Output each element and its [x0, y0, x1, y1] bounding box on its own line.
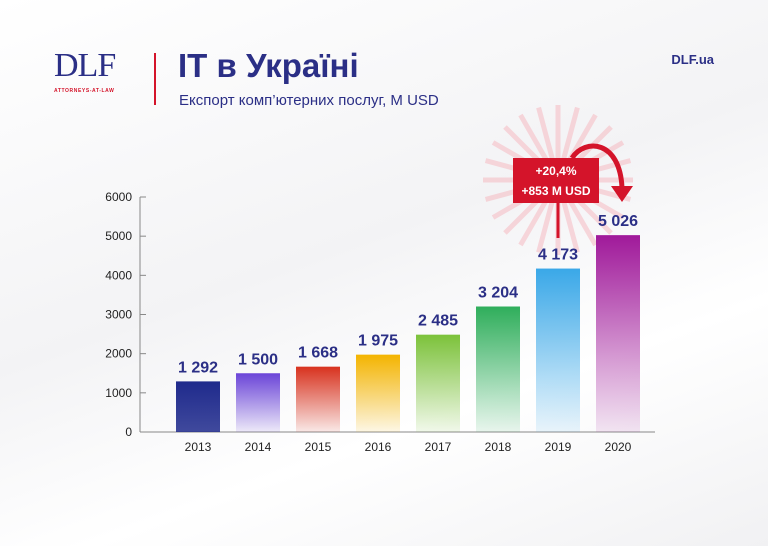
x-tick-label: 2015	[305, 440, 332, 454]
logo-subtext: ATTORNEYS-AT-LAW	[54, 88, 115, 94]
y-tick-label: 3000	[105, 308, 132, 322]
logo-mark: DLF	[54, 47, 116, 84]
y-tick-label: 4000	[105, 268, 132, 282]
growth-callout-box	[513, 158, 599, 203]
y-tick-label: 6000	[105, 190, 132, 204]
growth-amount: +853 M USD	[521, 184, 590, 198]
value-label-2013: 1 292	[178, 359, 218, 376]
page-subtitle: Експорт комп’ютерних послуг, M USD	[179, 92, 439, 109]
x-tick-label: 2020	[605, 440, 632, 454]
bar-2017	[416, 334, 460, 432]
value-label-2015: 1 668	[298, 345, 338, 362]
value-label-2017: 2 485	[418, 313, 458, 330]
y-tick-label: 1000	[105, 386, 132, 400]
x-tick-label: 2019	[545, 440, 572, 454]
value-label-2019: 4 173	[538, 247, 578, 264]
bar-2014	[236, 373, 280, 432]
value-label-2020: 5 026	[598, 213, 638, 230]
value-label-2014: 1 500	[238, 351, 278, 368]
growth-percent: +20,4%	[535, 164, 576, 178]
arrow-head-icon	[611, 186, 633, 202]
bar-2019	[536, 268, 580, 432]
bar-2015	[296, 366, 340, 432]
x-tick-label: 2013	[185, 440, 212, 454]
bar-2013	[176, 381, 220, 432]
y-tick-label: 2000	[105, 347, 132, 361]
bar-2016	[356, 354, 400, 432]
header-divider	[154, 53, 156, 105]
site-link[interactable]: DLF.ua	[671, 52, 714, 67]
y-tick-label: 0	[125, 425, 132, 439]
x-tick-label: 2014	[245, 440, 272, 454]
x-tick-label: 2018	[485, 440, 512, 454]
arrow-curve-icon	[569, 143, 625, 189]
value-label-2016: 1 975	[358, 333, 398, 350]
bar-2018	[476, 306, 520, 432]
y-tick-label: 5000	[105, 229, 132, 243]
value-label-2018: 3 204	[478, 285, 518, 302]
x-tick-label: 2017	[425, 440, 452, 454]
page-title: IT в Україні	[178, 47, 359, 84]
dlf-logo: DLF ATTORNEYS-AT-LAW	[54, 46, 134, 95]
bar-2020	[596, 235, 640, 432]
x-tick-label: 2016	[365, 440, 392, 454]
